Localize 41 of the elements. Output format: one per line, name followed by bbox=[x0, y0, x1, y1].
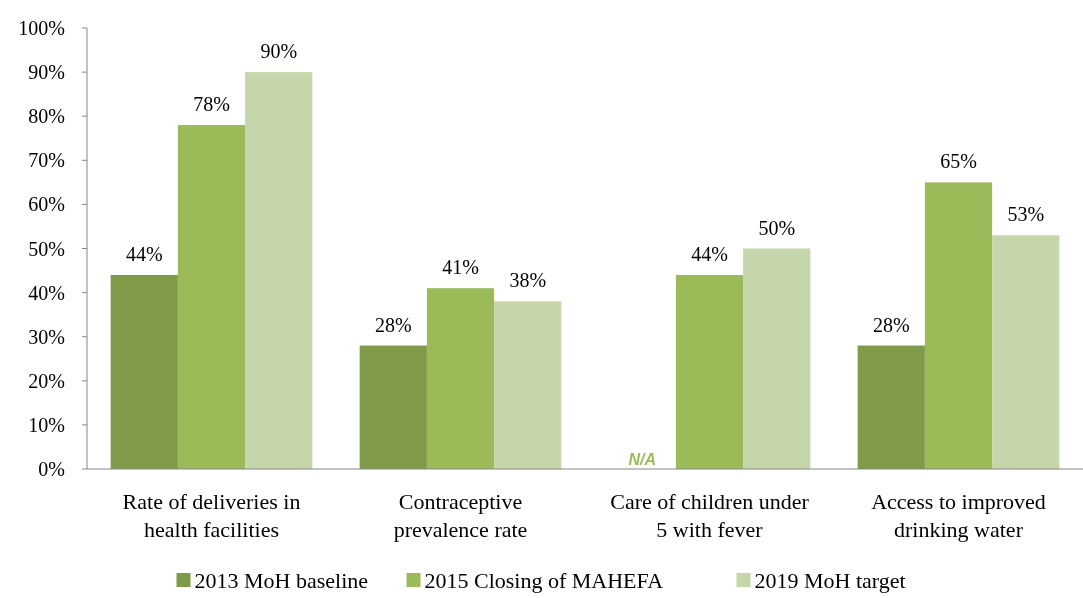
bar bbox=[494, 301, 562, 469]
y-tick-label: 10% bbox=[28, 413, 65, 436]
bar bbox=[743, 248, 811, 469]
bar bbox=[857, 345, 925, 469]
y-tick-label: 90% bbox=[28, 61, 65, 84]
bar bbox=[924, 182, 993, 469]
y-tick-label: 0% bbox=[38, 458, 65, 480]
data-label: 41% bbox=[442, 256, 479, 279]
legend-label: 2015 Closing of MAHEFA bbox=[424, 568, 664, 593]
x-tick-label: Access to improved drinking water bbox=[871, 489, 1046, 542]
bar bbox=[245, 72, 313, 469]
data-label: 28% bbox=[374, 313, 412, 336]
bar bbox=[359, 345, 427, 469]
data-label: 78% bbox=[193, 93, 230, 116]
data-label: 53% bbox=[1007, 203, 1045, 226]
data-label: 38% bbox=[509, 269, 547, 292]
text: N/A bbox=[628, 451, 657, 468]
bar bbox=[992, 235, 1060, 469]
y-tick-label: 70% bbox=[28, 149, 65, 172]
y-tick-label: 60% bbox=[28, 193, 65, 216]
data-label: 90% bbox=[260, 40, 298, 63]
bar bbox=[426, 288, 495, 469]
x-tick-label: Rate of deliveries in health facilities bbox=[122, 489, 301, 542]
data-label: 50% bbox=[758, 216, 796, 239]
bar bbox=[177, 125, 246, 469]
bar bbox=[675, 274, 744, 469]
y-tick-label: 80% bbox=[28, 105, 65, 128]
data-label: 65% bbox=[940, 150, 977, 173]
y-tick-label: 30% bbox=[28, 325, 65, 348]
y-tick-label: 20% bbox=[28, 369, 65, 392]
bar bbox=[110, 274, 178, 469]
x-tick-label: Care of children under 5 with fever bbox=[610, 489, 810, 542]
legend-label: 2019 MoH target bbox=[754, 568, 906, 593]
y-tick-label: 100% bbox=[18, 17, 65, 39]
data-label: 28% bbox=[872, 313, 910, 336]
y-tick-label: 40% bbox=[28, 281, 65, 304]
data-label: 44% bbox=[691, 242, 728, 265]
data-label: 44% bbox=[125, 242, 163, 265]
y-tick-label: 50% bbox=[28, 237, 65, 260]
legend-label: 2013 MoH baseline bbox=[194, 568, 369, 593]
x-tick-label: Contraceptive prevalence rate bbox=[393, 489, 528, 542]
